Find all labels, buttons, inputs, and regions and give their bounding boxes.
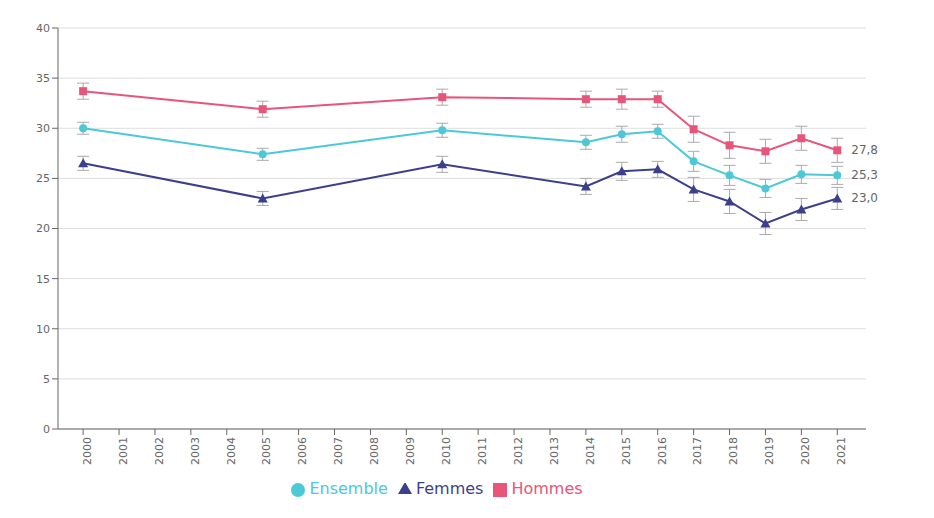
svg-text:30: 30: [36, 122, 50, 135]
svg-text:2010: 2010: [440, 437, 453, 465]
svg-text:2017: 2017: [691, 437, 704, 465]
svg-text:2021: 2021: [835, 437, 848, 465]
svg-text:5: 5: [43, 373, 50, 386]
svg-text:10: 10: [36, 323, 50, 336]
svg-text:27,8: 27,8: [851, 143, 878, 157]
html-text:Femmes: Femmes: [415, 479, 484, 498]
svg-text:25: 25: [36, 172, 50, 185]
svg-text:2004: 2004: [225, 437, 238, 465]
svg-text:20: 20: [36, 222, 50, 235]
svg-text:2009: 2009: [404, 437, 417, 465]
svg-text:2006: 2006: [296, 437, 309, 465]
svg-text:2001: 2001: [117, 437, 130, 465]
svg-text:2003: 2003: [189, 437, 202, 465]
svg-text:40: 40: [36, 22, 50, 35]
html-text:Ensemble: Ensemble: [309, 479, 388, 498]
html-text:Hommes: Hommes: [511, 479, 583, 498]
svg-text:2011: 2011: [476, 437, 489, 465]
svg-text:2000: 2000: [81, 437, 94, 465]
svg-text:15: 15: [36, 273, 50, 286]
svg-text:0: 0: [43, 423, 50, 436]
svg-text:2016: 2016: [656, 437, 669, 465]
svg-text:2020: 2020: [799, 437, 812, 465]
svg-text:2015: 2015: [620, 437, 633, 465]
svg-text:2013: 2013: [548, 437, 561, 465]
svg-text:2018: 2018: [727, 437, 740, 465]
svg-text:2012: 2012: [512, 437, 525, 465]
svg-text:2002: 2002: [153, 437, 166, 465]
svg-text:2005: 2005: [261, 437, 274, 465]
svg-text:35: 35: [36, 72, 50, 85]
svg-text:23,0: 23,0: [851, 191, 878, 205]
svg-text:2007: 2007: [332, 437, 345, 465]
svg-text:25,3: 25,3: [851, 168, 878, 182]
svg-text:2008: 2008: [368, 437, 381, 465]
svg-text:2014: 2014: [584, 437, 597, 465]
svg-text:2019: 2019: [763, 437, 776, 465]
